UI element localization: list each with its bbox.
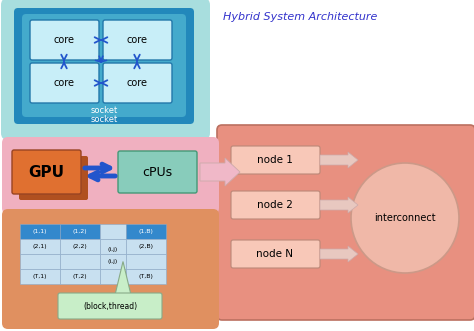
Polygon shape: [200, 158, 240, 186]
Text: interconnect: interconnect: [374, 213, 436, 223]
Text: (T,2): (T,2): [73, 274, 87, 279]
Text: socket: socket: [91, 115, 118, 124]
Bar: [60, 269, 100, 284]
FancyBboxPatch shape: [2, 137, 219, 214]
FancyBboxPatch shape: [19, 156, 88, 200]
FancyBboxPatch shape: [30, 63, 99, 103]
FancyBboxPatch shape: [118, 151, 197, 193]
Text: (i,j): (i,j): [108, 259, 118, 264]
Text: node 1: node 1: [257, 155, 293, 165]
FancyBboxPatch shape: [58, 293, 162, 319]
Ellipse shape: [351, 163, 459, 273]
FancyArrow shape: [320, 246, 358, 262]
FancyBboxPatch shape: [14, 8, 194, 124]
Bar: [100, 254, 126, 269]
Text: node N: node N: [256, 249, 293, 259]
Polygon shape: [115, 261, 131, 295]
Text: core: core: [127, 35, 148, 45]
FancyBboxPatch shape: [231, 191, 320, 219]
Text: (block,thread): (block,thread): [83, 302, 137, 310]
Bar: [20, 224, 60, 239]
Text: (T,B): (T,B): [138, 274, 154, 279]
Text: (T,1): (T,1): [33, 274, 47, 279]
Bar: [20, 254, 60, 269]
Bar: [100, 239, 126, 254]
Text: core: core: [54, 35, 75, 45]
FancyBboxPatch shape: [231, 146, 320, 174]
Bar: [126, 239, 166, 254]
Text: (2,2): (2,2): [73, 244, 87, 249]
Bar: [126, 254, 166, 269]
FancyBboxPatch shape: [12, 150, 81, 194]
Text: Hybrid System Architecture: Hybrid System Architecture: [223, 12, 377, 22]
FancyBboxPatch shape: [103, 63, 172, 103]
Bar: [20, 269, 60, 284]
FancyBboxPatch shape: [30, 20, 99, 60]
Bar: [60, 224, 100, 239]
Bar: [126, 224, 166, 239]
FancyBboxPatch shape: [103, 20, 172, 60]
Bar: [60, 239, 100, 254]
Text: core: core: [54, 78, 75, 88]
FancyArrow shape: [320, 197, 358, 213]
Text: (2,B): (2,B): [138, 244, 154, 249]
FancyBboxPatch shape: [217, 125, 474, 320]
FancyBboxPatch shape: [22, 14, 186, 117]
Bar: [126, 269, 166, 284]
FancyBboxPatch shape: [2, 209, 219, 329]
FancyBboxPatch shape: [1, 0, 210, 140]
Text: node 2: node 2: [257, 200, 293, 210]
Text: (1,1): (1,1): [33, 229, 47, 234]
Text: GPU: GPU: [28, 165, 64, 179]
Text: (1,2): (1,2): [73, 229, 87, 234]
FancyBboxPatch shape: [231, 240, 320, 268]
Text: socket: socket: [91, 106, 118, 115]
Bar: [100, 269, 126, 284]
Text: (2,1): (2,1): [33, 244, 47, 249]
Bar: [60, 254, 100, 269]
Text: (1,B): (1,B): [138, 229, 154, 234]
Text: (i,j): (i,j): [108, 247, 118, 252]
Bar: [20, 239, 60, 254]
Bar: [100, 224, 126, 239]
Text: cPUs: cPUs: [142, 166, 172, 178]
Text: core: core: [127, 78, 148, 88]
FancyArrow shape: [320, 152, 358, 168]
